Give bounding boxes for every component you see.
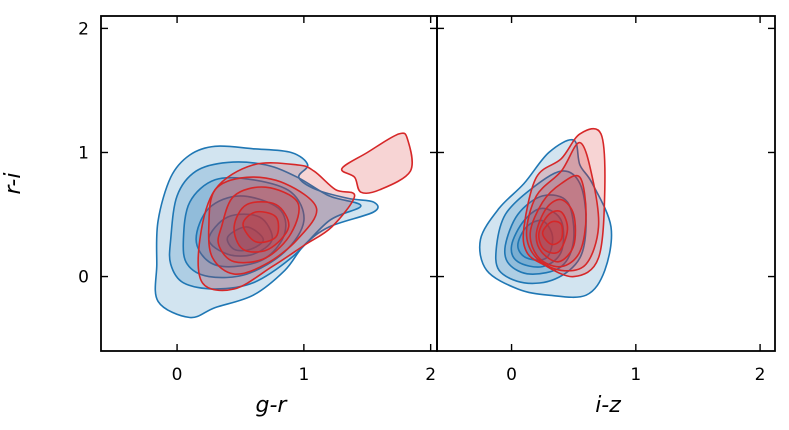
panel-right: 0 1 2 i-z bbox=[436, 15, 776, 418]
x-tick-label: 0 bbox=[172, 365, 183, 385]
contour-red-level-1 bbox=[340, 132, 414, 195]
y-tick-label: 1 bbox=[78, 143, 89, 163]
contour-red-level-5 bbox=[541, 220, 564, 246]
contour-red-level-2 bbox=[207, 176, 318, 275]
contour-red-level-5 bbox=[242, 210, 280, 244]
right-panel-frame bbox=[436, 15, 776, 352]
left-x-axis-label: g-r bbox=[256, 393, 289, 418]
contour-blue-level-5 bbox=[226, 226, 265, 252]
contour-blue-level-1 bbox=[168, 161, 362, 290]
panel-left: 0 1 2 0 1 2 g-r bbox=[78, 15, 438, 418]
right-ticks: 0 1 2 bbox=[437, 16, 775, 385]
contour-red-level-3 bbox=[535, 198, 577, 263]
left-contours bbox=[154, 132, 414, 319]
x-tick-label: 0 bbox=[506, 365, 517, 385]
contour-red-level-0 bbox=[197, 162, 356, 292]
y-tick-label: 0 bbox=[78, 268, 89, 288]
right-contours bbox=[478, 127, 613, 299]
right-x-axis-label: i-z bbox=[595, 393, 621, 418]
x-tick-label: 2 bbox=[755, 365, 766, 385]
contour-red-level-4 bbox=[537, 210, 569, 255]
y-tick-label: 2 bbox=[78, 19, 89, 39]
contour-red-level-4 bbox=[233, 201, 290, 253]
x-tick-label: 1 bbox=[298, 365, 309, 385]
left-ticks: 0 1 2 0 1 2 bbox=[78, 16, 437, 385]
x-tick-label: 2 bbox=[425, 365, 436, 385]
contour-blue-level-0 bbox=[154, 145, 379, 319]
y-axis-label: r-i bbox=[1, 173, 26, 195]
x-tick-label: 1 bbox=[630, 365, 641, 385]
